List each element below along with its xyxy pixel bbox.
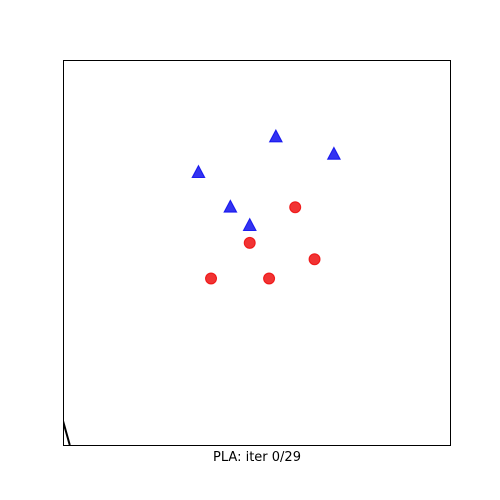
circle-point xyxy=(308,253,321,266)
triangle-point xyxy=(268,128,283,143)
triangle-point xyxy=(242,217,257,231)
circle-point xyxy=(243,236,256,249)
decision-line xyxy=(63,420,71,445)
data-points xyxy=(191,128,342,285)
axes-frame xyxy=(63,60,451,446)
decision-boundary xyxy=(63,420,71,445)
triangle-point xyxy=(191,164,206,179)
circle-point xyxy=(205,272,218,285)
triangle-point xyxy=(326,146,342,160)
x-axis-label: PLA: iter 0/29 xyxy=(213,450,301,465)
circle-point xyxy=(289,201,302,214)
triangle-point xyxy=(223,199,238,213)
circle-point xyxy=(263,272,276,285)
